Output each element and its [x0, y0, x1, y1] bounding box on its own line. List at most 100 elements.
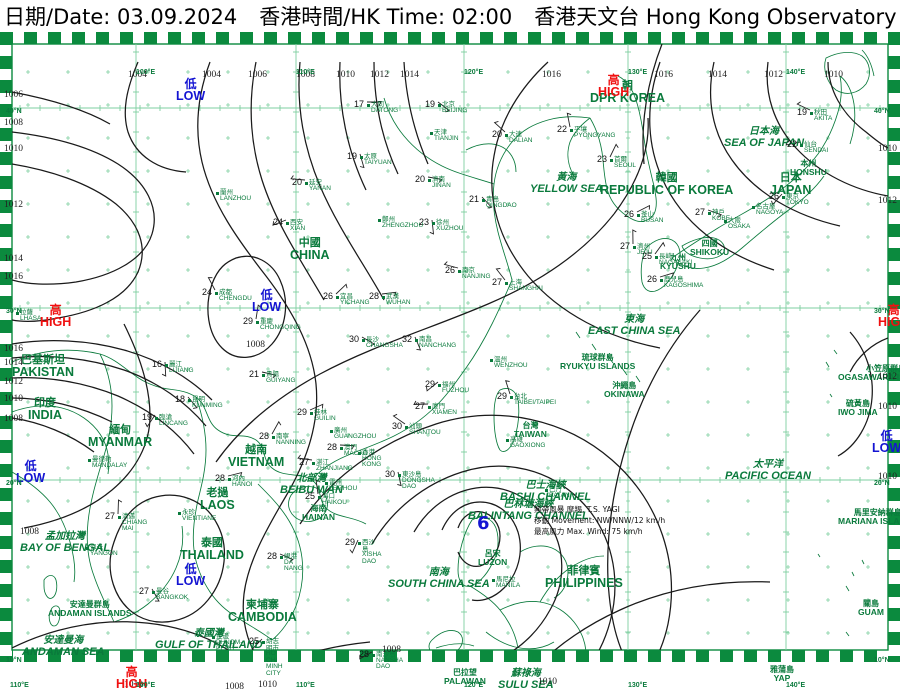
station-name: 大同 DATONG — [371, 100, 399, 114]
graticule-label: 140°E — [786, 69, 806, 76]
tropical-cyclone-info: 熱帶風暴 摩羯, T.S. YAGI 移動 Movement: NW/NNW/1… — [534, 504, 665, 537]
station-name: 曼德勒 MANDALAY — [92, 455, 128, 469]
isobar-label: 1014 — [4, 358, 23, 368]
station-temperature: 29 — [425, 379, 436, 389]
station-dot — [438, 384, 441, 387]
station-name: 澳門 MACAO — [344, 443, 368, 457]
station-dot — [325, 482, 328, 485]
station-dot — [428, 406, 431, 409]
station-dot — [752, 206, 755, 209]
station-temperature: 18 — [175, 394, 186, 404]
station-temperature: 27 — [620, 241, 631, 251]
station-dot — [782, 196, 785, 199]
station-dot — [482, 199, 485, 202]
station-dot — [415, 339, 418, 342]
graticule-label: 100°E — [136, 69, 156, 76]
station-name: 蘭州 LANZHOU — [220, 188, 252, 202]
island-label: 雅蒲島 YAP — [770, 665, 794, 683]
station-temperature: 17 — [354, 99, 365, 109]
station-dot — [660, 279, 663, 282]
isobar-label: 1008 — [20, 527, 39, 537]
station-dot — [378, 219, 381, 222]
station-temperature: 19 — [347, 151, 358, 161]
station-dot — [810, 112, 813, 115]
graticule-label: 10°N — [874, 657, 890, 664]
station-dot — [708, 212, 711, 215]
isobar-label: 1008 — [296, 70, 315, 80]
isobar-label: 1008 — [4, 414, 23, 424]
station-temperature: 26 — [323, 291, 334, 301]
low-pressure-marker: 低 LOW — [16, 459, 46, 485]
station-temperature: 28 — [327, 442, 338, 452]
station-temperature: 29 — [345, 537, 356, 547]
station-dot — [570, 129, 573, 132]
isobar-label: 1006 — [4, 90, 23, 100]
station-temperature: 19 — [425, 99, 436, 109]
station-name: 河內 HANOI — [232, 474, 253, 488]
graticule-label: 40°N — [874, 108, 890, 115]
station-name: 長沙 CHANGSHA — [366, 335, 403, 349]
graticule-label: 120°E — [464, 69, 484, 76]
station-dot — [510, 396, 513, 399]
isobar-label: 1006 — [248, 70, 267, 80]
graticule-label: 100°E — [136, 682, 156, 689]
station-name: 青島 QINGDAO — [486, 195, 517, 209]
station-dot — [155, 417, 158, 420]
station-name: 雷州 LEIZHOU — [329, 478, 358, 492]
header-date: 日期/Date: 03.09.2024 — [4, 5, 238, 29]
station-temperature: 27 — [415, 401, 426, 411]
station-temperature: 25 — [642, 251, 653, 261]
low-pressure-marker: 低 LOW — [176, 562, 206, 588]
isobar-label: 1014 — [4, 254, 23, 264]
station-name: 福州 FUZHOU — [442, 380, 470, 394]
station-name: 首爾 SEOUL — [614, 155, 637, 169]
isobar-label: 1016 — [542, 70, 561, 80]
station-temperature: 21 — [469, 194, 480, 204]
low-pressure-marker: 低 LOW — [872, 429, 900, 455]
station-name: 仙台 SENDAI — [804, 140, 829, 154]
station-temperature: 27 — [105, 511, 116, 521]
graticule-label: 40°N — [6, 108, 22, 115]
header-time: 香港時間/HK Time: 02:00 — [259, 5, 513, 29]
station-name: 巴丹 BATAN — [549, 485, 570, 499]
tc-movement: 移動 Movement: NW/NNW/12 km/h — [534, 516, 666, 525]
station-dot — [178, 512, 181, 515]
station-temperature: 26 — [445, 265, 456, 275]
station-dot — [432, 222, 435, 225]
station-dot — [228, 478, 231, 481]
station-temperature: 29 — [243, 316, 254, 326]
station-dot — [165, 364, 168, 367]
station-dot — [633, 246, 636, 249]
isobar-label: 1008 — [246, 340, 265, 350]
graticule-label: 110°E — [296, 682, 315, 689]
isobar-label: 1010 — [4, 394, 23, 404]
map-frame — [0, 32, 900, 662]
station-temperature: 27 — [139, 586, 150, 596]
station-name: 太原 TAIYUAN — [364, 152, 392, 166]
station-name: 延安 YANAN — [309, 178, 331, 192]
graticule-label: 30°N — [6, 308, 22, 315]
isobar-label: 1010 — [878, 144, 897, 154]
station-dot — [305, 182, 308, 185]
station-name: 南京 NANJING — [462, 266, 491, 280]
station-dot — [398, 474, 401, 477]
isobar-label: 1016 — [654, 70, 673, 80]
station-name: 南寧 NANNING — [276, 432, 306, 446]
station-name: 香港 HONG KONG — [362, 448, 382, 468]
station-name: 大阪 OSAKA — [728, 216, 751, 230]
station-temperature: 26 — [769, 191, 780, 201]
surface-analysis-map — [0, 32, 900, 662]
station-name: 成都 CHENGDU — [219, 288, 252, 302]
isobar-label: 1016 — [4, 272, 23, 282]
station-name: 東沙島 DONGSHA DAO — [402, 470, 435, 490]
station-dot — [458, 270, 461, 273]
station-dot — [280, 556, 283, 559]
station-name: 永珍 VIENTIANE — [182, 508, 217, 522]
station-temperature: 28 — [369, 291, 380, 301]
station-dot — [216, 192, 219, 195]
station-name: 宜昌 YICHANG — [340, 292, 370, 306]
isobar-label: 1004 — [202, 70, 221, 80]
station-dot — [430, 132, 433, 135]
graticule-label: 20°N — [874, 480, 890, 487]
tc-name: 熱帶風暴 摩羯, T.S. YAGI — [534, 505, 620, 514]
